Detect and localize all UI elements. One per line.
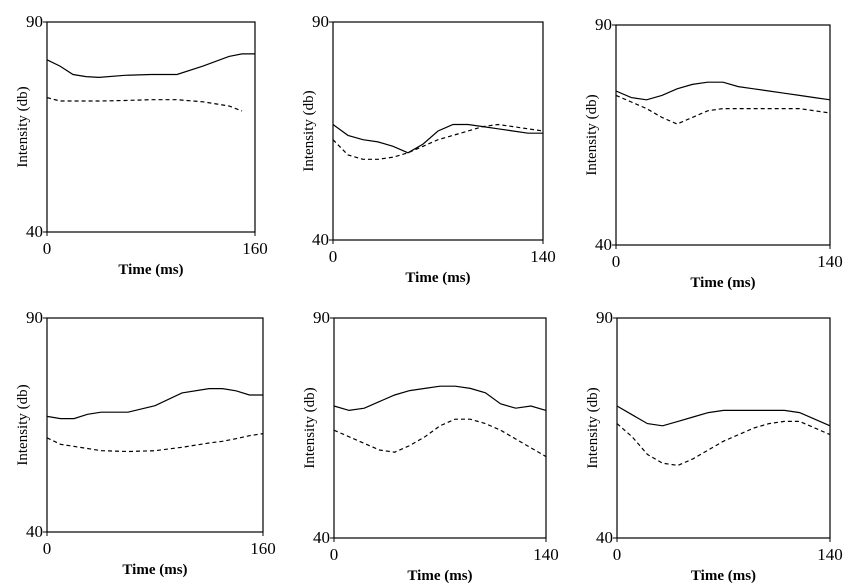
x-tick-label: 0: [43, 539, 52, 558]
y-tick-label: 40: [595, 235, 612, 254]
y-tick-label: 40: [26, 522, 43, 541]
y-tick-label: 40: [26, 222, 43, 241]
x-tick-label: 0: [329, 247, 338, 266]
y-axis-label: Intensity (db): [15, 384, 31, 465]
series-line: [332, 123, 544, 160]
plot-frame: [332, 21, 544, 241]
series-line: [616, 420, 831, 467]
x-tick-label: 140: [533, 545, 559, 564]
y-tick-label: 40: [596, 528, 613, 547]
plot-frame: [46, 21, 256, 233]
y-tick-label: 40: [312, 230, 329, 249]
plot-frame: [333, 317, 547, 539]
x-tick-label: 140: [817, 545, 843, 564]
x-axis-label: Time (ms): [691, 568, 756, 583]
x-tick-label: 140: [530, 247, 556, 266]
y-tick-label: 90: [596, 308, 613, 327]
x-tick-label: 0: [613, 545, 622, 564]
series-line: [616, 405, 831, 427]
y-axis-label: Intensity (db): [585, 387, 601, 468]
series-line: [46, 433, 264, 453]
x-axis-label: Time (ms): [122, 562, 187, 578]
x-tick-label: 0: [612, 252, 621, 271]
x-axis-label: Time (ms): [118, 262, 183, 278]
series-line: [333, 418, 547, 458]
series-line: [46, 53, 255, 79]
x-tick-label: 0: [330, 545, 339, 564]
x-tick-label: 140: [817, 252, 843, 271]
series-line: [332, 123, 543, 154]
y-tick-label: 40: [313, 528, 330, 547]
y-axis-label: Intensity (db): [15, 86, 31, 167]
y-tick-label: 90: [595, 15, 612, 34]
y-tick-label: 90: [313, 308, 330, 327]
x-tick-label: 160: [250, 539, 276, 558]
y-axis-label: Intensity (db): [584, 94, 600, 175]
series-line: [333, 385, 547, 412]
y-tick-label: 90: [26, 12, 43, 31]
plot-frame: [615, 24, 831, 246]
series-line: [46, 388, 263, 420]
x-tick-label: 0: [43, 239, 52, 258]
y-tick-label: 90: [26, 308, 43, 327]
x-axis-label: Time (ms): [407, 568, 472, 583]
y-axis-label: Intensity (db): [301, 90, 317, 171]
series-line: [615, 81, 831, 101]
y-axis-label: Intensity (db): [302, 387, 318, 468]
plot-frame: [46, 317, 264, 533]
x-axis-label: Time (ms): [405, 270, 470, 286]
x-axis-label: Time (ms): [690, 275, 755, 291]
x-tick-label: 160: [242, 239, 268, 258]
series-line: [46, 97, 243, 112]
y-tick-label: 90: [312, 12, 329, 31]
plot-frame: [616, 317, 831, 539]
